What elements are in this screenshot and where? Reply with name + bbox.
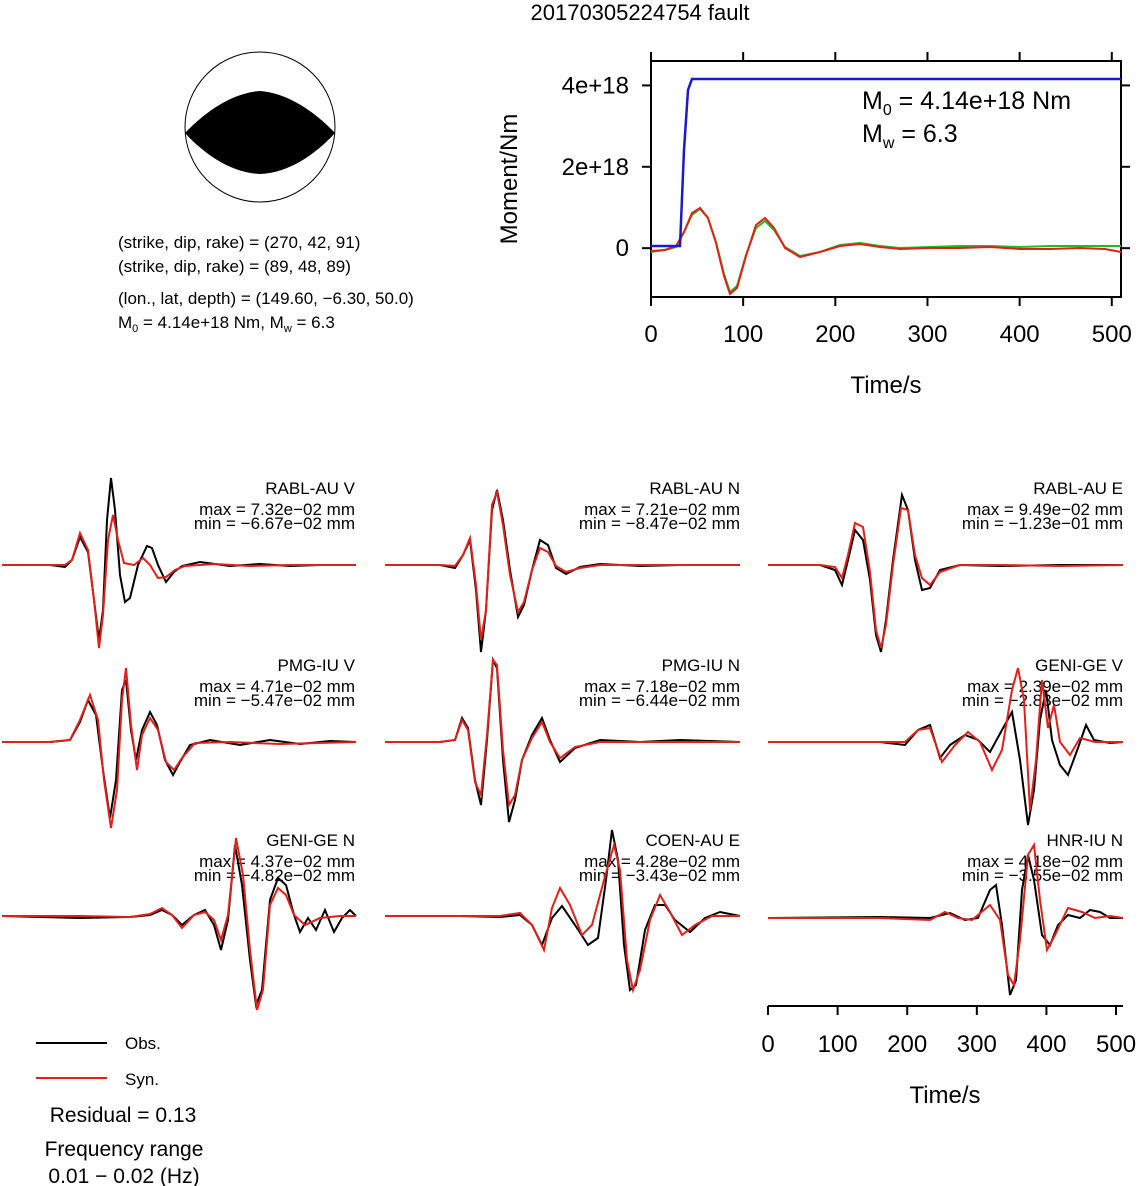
station-label: RABL-AU N: [649, 479, 740, 498]
beachball-compression-quadrant: [185, 91, 335, 174]
moment-y-tick-label: 0: [616, 235, 629, 262]
mag-m0-sub: 0: [132, 323, 138, 335]
moment-y-axis: 0 2e+18 4e+18: [562, 72, 1130, 262]
station-min: min = −6.67e−02 mm: [194, 514, 355, 533]
station-max: max = 4.71e−02 mm: [199, 677, 355, 696]
moment-ylabel: Moment/Nm: [496, 114, 523, 245]
station-min: min = −8.47e−02 mm: [579, 514, 740, 533]
figure-title: 20170305224754 fault: [531, 0, 750, 25]
legend-syn-label: Syn.: [125, 1070, 159, 1089]
synthetic-trace: [385, 841, 740, 994]
waveform-panel: GENI-GE N max = 4.37e−02 mm min = −4.82e…: [1, 831, 357, 1011]
waveform-panel: HNR-IU N max = 4.18e−02 mm min = −3.55e−…: [767, 831, 1124, 996]
synthetic-trace: [385, 657, 740, 809]
beachball: [184, 51, 336, 203]
waveform-panel: RABL-AU V max = 7.32e−02 mm min = −6.67e…: [2, 477, 356, 649]
mechanism-plane-1: (strike, dip, rake) = (270, 42, 91): [118, 233, 360, 252]
observed-trace: [2, 679, 357, 819]
waveform-x-tick-label: 0: [761, 1031, 774, 1058]
mechanism-magnitude: M0 = 4.14e+18 Nm, Mw = 6.3: [118, 313, 335, 335]
moment-x-tick-label: 0: [644, 321, 657, 348]
station-label: RABL-AU V: [265, 479, 355, 498]
station-min: min = −3.55e−02 mm: [962, 866, 1123, 885]
station-max: max = 9.49e−02 mm: [967, 500, 1123, 519]
station-max: max = 4.18e−02 mm: [967, 852, 1123, 871]
station-label: GENI-GE V: [1035, 656, 1124, 675]
legend: Obs. Syn. Residual = 0.13 Frequency rang…: [36, 1034, 203, 1186]
station-max: max = 7.32e−02 mm: [199, 500, 355, 519]
synthetic-trace: [2, 514, 356, 649]
waveform-panel: PMG-IU V max = 4.71e−02 mm min = −5.47e−…: [2, 656, 357, 829]
m0-value: = 4.14e+18 Nm: [892, 87, 1071, 115]
moment-rate-green: [650, 207, 1121, 294]
synthetic-trace: [768, 667, 1123, 811]
waveform-xlabel: Time/s: [909, 1082, 980, 1109]
moment-y-tick-label: 2e+18: [562, 154, 629, 181]
frequency-range: 0.01 − 0.02 (Hz): [48, 1165, 199, 1186]
moment-mw-annotation: Mw = 6.3: [862, 120, 958, 152]
waveform-panel: COEN-AU E max = 4.28e−02 mm min = −3.43e…: [385, 829, 741, 994]
waveform-panel: GENI-GE V max = 2.39e−02 mm min = −2.83e…: [768, 656, 1124, 826]
station-min: min = −2.83e−02 mm: [962, 691, 1123, 710]
waveform-x-tick-label: 100: [818, 1031, 858, 1058]
station-label: HNR-IU N: [1047, 831, 1124, 850]
moment-x-tick-label: 400: [1000, 321, 1040, 348]
station-min: min = −4.82e−02 mm: [194, 866, 355, 885]
waveform-x-tick-label: 400: [1026, 1031, 1066, 1058]
synthetic-trace: [385, 488, 740, 641]
station-label: GENI-GE N: [266, 831, 355, 850]
cumulative-moment-line: [651, 77, 1121, 248]
synthetic-trace: [768, 506, 1124, 649]
station-min: min = −1.23e−01 mm: [962, 514, 1123, 533]
mechanism-plane-2: (strike, dip, rake) = (89, 48, 89): [118, 257, 351, 276]
station-label: RABL-AU E: [1033, 479, 1123, 498]
synthetic-trace: [768, 841, 1124, 988]
station-max: max = 7.21e−02 mm: [584, 500, 740, 519]
frequency-title: Frequency range: [45, 1138, 204, 1161]
mw-letter: M: [862, 120, 883, 148]
mw-subscript: w: [882, 135, 895, 152]
observed-trace: [768, 689, 1124, 826]
waveform-x-tick-label: 300: [957, 1031, 997, 1058]
station-max: max = 4.28e−02 mm: [584, 852, 740, 871]
legend-obs-label: Obs.: [125, 1034, 161, 1053]
moment-m0-annotation: M0 = 4.14e+18 Nm: [862, 87, 1071, 119]
moment-x-tick-label: 100: [723, 321, 763, 348]
moment-plot-frame: [650, 60, 1122, 298]
mechanism-location: (lon., lat, depth) = (149.60, −6.30, 50.…: [118, 289, 414, 308]
station-max: max = 2.39e−02 mm: [967, 677, 1123, 696]
moment-y-tick-label: 4e+18: [562, 72, 629, 99]
station-max: max = 7.18e−02 mm: [584, 677, 740, 696]
waveform-x-axis: 0 100 200 300 400 500: [761, 1005, 1136, 1058]
moment-rate-red: [650, 206, 1122, 296]
synthetic-trace: [2, 667, 357, 829]
moment-x-tick-label: 500: [1092, 321, 1132, 348]
waveform-panel: RABL-AU E max = 9.49e−02 mm min = −1.23e…: [768, 479, 1124, 653]
waveform-grid: RABL-AU V max = 7.32e−02 mm min = −6.67e…: [1, 477, 1124, 1011]
m0-subscript: 0: [883, 102, 892, 119]
residual-text: Residual = 0.13: [50, 1104, 197, 1127]
mag-mw-sub: w: [283, 323, 292, 335]
moment-xlabel: Time/s: [850, 372, 921, 399]
mag-mw-value: = 6.3: [292, 313, 335, 332]
moment-panel: 0 100 200 300 400 500 0 2e+18 4e+18 Time/s Mome…: [496, 52, 1132, 399]
station-min: min = −5.47e−02 mm: [194, 691, 355, 710]
mw-value: = 6.3: [894, 120, 957, 148]
waveform-x-tick-label: 500: [1096, 1031, 1136, 1058]
station-label: PMG-IU N: [662, 656, 740, 675]
mag-m0-letter: M: [118, 313, 132, 332]
synthetic-trace: [2, 837, 356, 1011]
station-label: PMG-IU V: [278, 656, 356, 675]
waveform-x-tick-label: 200: [887, 1031, 927, 1058]
m0-letter: M: [862, 87, 883, 115]
waveform-panel: RABL-AU N max = 7.21e−02 mm min = −8.47e…: [385, 479, 740, 653]
moment-x-axis: 0 100 200 300 400 500: [644, 52, 1132, 348]
moment-x-tick-label: 300: [907, 321, 947, 348]
station-label: COEN-AU E: [646, 831, 740, 850]
moment-x-tick-label: 200: [815, 321, 855, 348]
mag-m0-value: = 4.14e+18 Nm, M: [138, 313, 284, 332]
waveform-panel: PMG-IU N max = 7.18e−02 mm min = −6.44e−…: [385, 656, 741, 823]
station-min: min = −6.44e−02 mm: [579, 691, 740, 710]
